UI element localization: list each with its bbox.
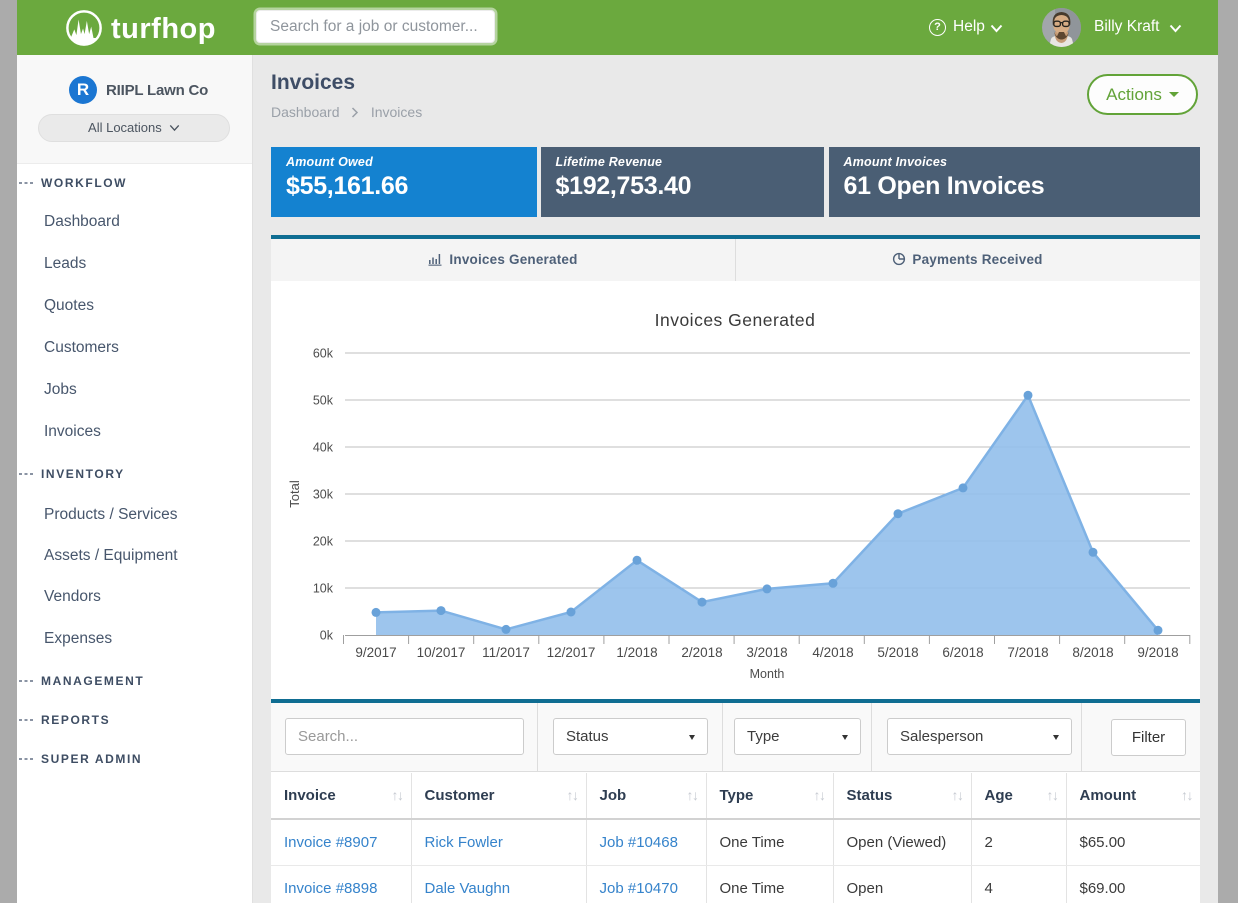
- svg-text:7/2018: 7/2018: [1007, 645, 1048, 660]
- svg-text:50k: 50k: [313, 394, 334, 408]
- svg-text:40k: 40k: [313, 441, 334, 455]
- svg-text:30k: 30k: [313, 488, 334, 502]
- svg-text:Total: Total: [287, 480, 302, 508]
- svg-text:11/2017: 11/2017: [482, 645, 530, 660]
- svg-text:1/2018: 1/2018: [616, 645, 657, 660]
- svg-text:10/2017: 10/2017: [417, 645, 466, 660]
- svg-text:5/2018: 5/2018: [877, 645, 918, 660]
- svg-text:10k: 10k: [313, 582, 334, 596]
- svg-text:Month: Month: [750, 667, 785, 681]
- svg-text:Invoices Generated: Invoices Generated: [655, 310, 816, 330]
- svg-text:2/2018: 2/2018: [681, 645, 722, 660]
- svg-text:0k: 0k: [320, 629, 334, 643]
- svg-text:3/2018: 3/2018: [746, 645, 787, 660]
- svg-text:6/2018: 6/2018: [942, 645, 983, 660]
- svg-text:8/2018: 8/2018: [1072, 645, 1113, 660]
- svg-text:9/2018: 9/2018: [1137, 645, 1178, 660]
- svg-text:9/2017: 9/2017: [355, 645, 396, 660]
- svg-text:60k: 60k: [313, 347, 334, 361]
- svg-text:20k: 20k: [313, 535, 334, 549]
- svg-text:4/2018: 4/2018: [812, 645, 853, 660]
- svg-text:12/2017: 12/2017: [547, 645, 596, 660]
